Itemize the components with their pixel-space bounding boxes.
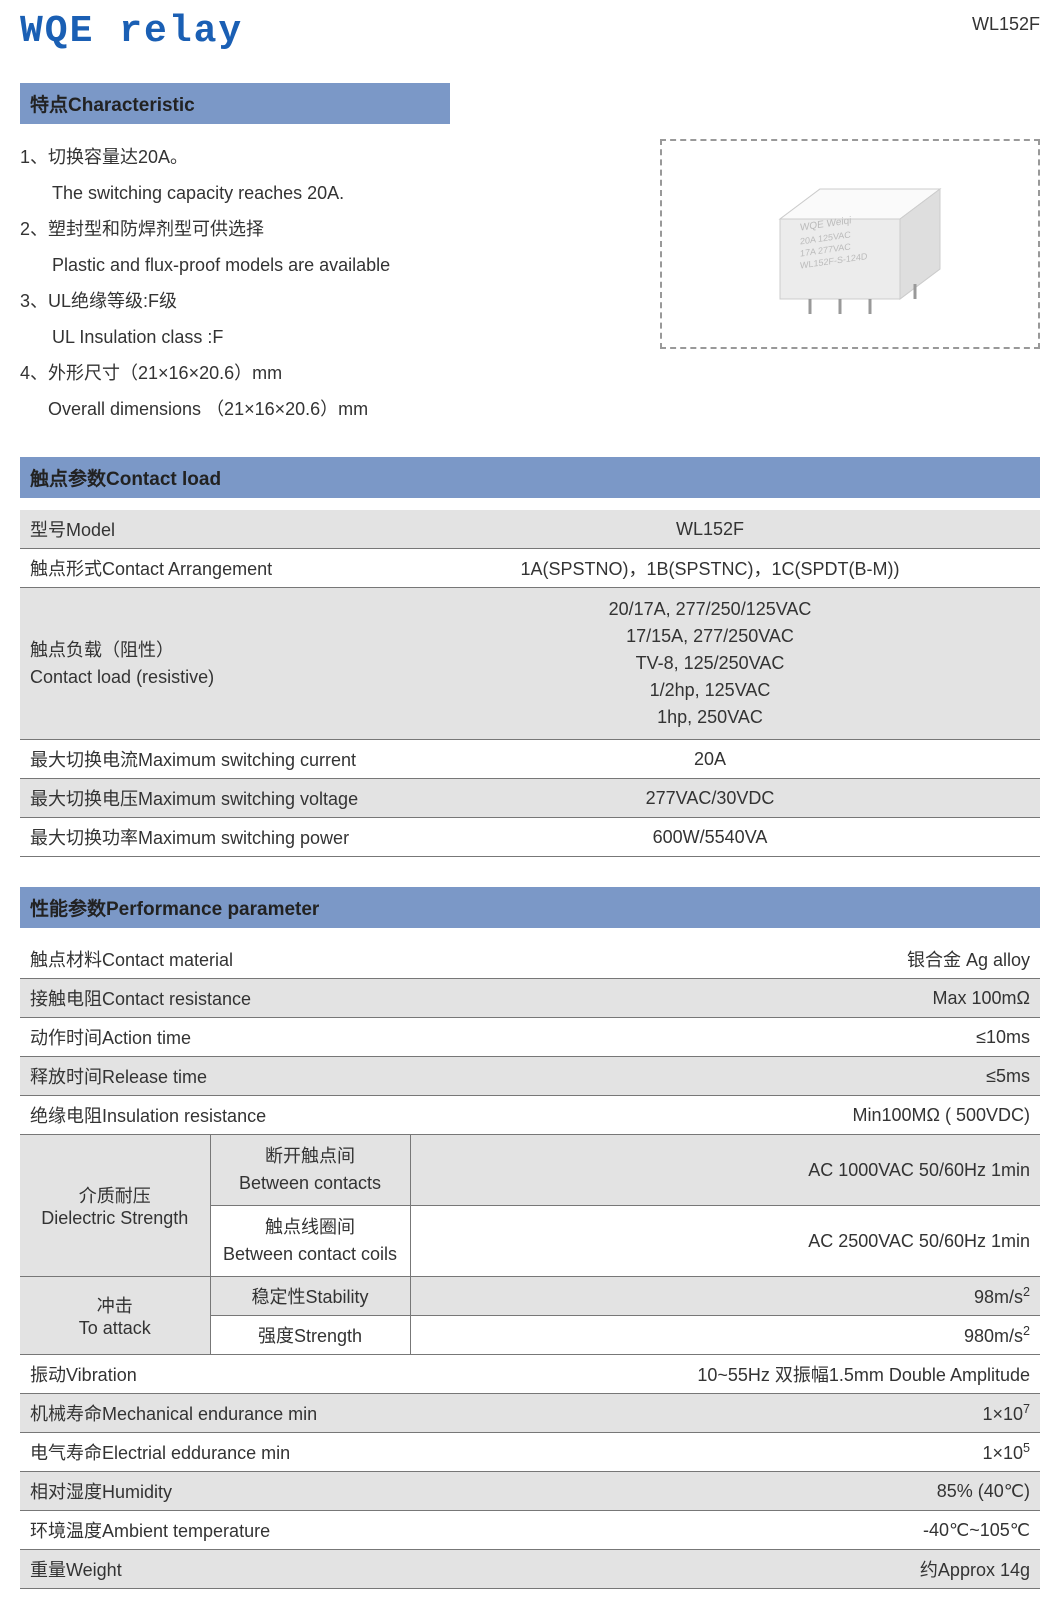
table-row: 释放时间Release time ≤5ms bbox=[20, 1057, 1040, 1096]
row-label: 最大切换电压Maximum switching voltage bbox=[20, 779, 380, 818]
row-value: AC 1000VAC 50/60Hz 1min bbox=[410, 1135, 1040, 1206]
table-row: 绝缘电阻Insulation resistance Min100MΩ ( 500… bbox=[20, 1096, 1040, 1135]
dielectric-label: 介质耐压Dielectric Strength bbox=[20, 1135, 210, 1277]
char-item-1-en: The switching capacity reaches 20A. bbox=[20, 175, 630, 211]
table-row: 接触电阻Contact resistance Max 100mΩ bbox=[20, 979, 1040, 1018]
relay-icon: WQE Weiqi 20A 125VAC 17A 277VAC WL152F-S… bbox=[740, 159, 960, 329]
attack-sub2: 强度Strength bbox=[210, 1316, 410, 1355]
char-item-3-en: UL Insulation class :F bbox=[20, 319, 630, 355]
row-value: Min100MΩ ( 500VDC) bbox=[410, 1096, 1040, 1135]
row-value: 85% (40℃) bbox=[410, 1472, 1040, 1511]
table-row: 最大切换电压Maximum switching voltage 277VAC/3… bbox=[20, 779, 1040, 818]
row-value: Max 100mΩ bbox=[410, 979, 1040, 1018]
performance-header: 性能参数Performance parameter bbox=[20, 887, 1040, 928]
char-item-3-zh: 3、UL绝缘等级:F级 bbox=[20, 283, 630, 319]
table-row: 最大切换电流Maximum switching current 20A bbox=[20, 740, 1040, 779]
table-row: 触点形式Contact Arrangement 1A(SPSTNO)，1B(SP… bbox=[20, 549, 1040, 588]
char-item-1-zh: 1、切换容量达20A。 bbox=[20, 139, 630, 175]
row-value: 10~55Hz 双振幅1.5mm Double Amplitude bbox=[410, 1355, 1040, 1394]
table-row: 环境温度Ambient temperature -40℃~105℃ bbox=[20, 1511, 1040, 1550]
row-value: 银合金 Ag alloy bbox=[410, 940, 1040, 979]
row-label: 接触电阻Contact resistance bbox=[20, 979, 410, 1018]
table-row: 触点材料Contact material 银合金 Ag alloy bbox=[20, 940, 1040, 979]
row-value: AC 2500VAC 50/60Hz 1min bbox=[410, 1206, 1040, 1277]
row-label: 型号Model bbox=[20, 510, 380, 549]
table-row: 机械寿命Mechanical endurance min 1×107 bbox=[20, 1394, 1040, 1433]
table-row: 相对湿度Humidity 85% (40℃) bbox=[20, 1472, 1040, 1511]
characteristic-header: 特点Characteristic bbox=[20, 83, 450, 124]
brand-logo: WQE relay bbox=[20, 10, 243, 53]
table-row: 振动Vibration 10~55Hz 双振幅1.5mm Double Ampl… bbox=[20, 1355, 1040, 1394]
table-row: 重量Weight 约Approx 14g bbox=[20, 1550, 1040, 1589]
row-label: 触点形式Contact Arrangement bbox=[20, 549, 380, 588]
row-label: 绝缘电阻Insulation resistance bbox=[20, 1096, 410, 1135]
row-value: WL152F bbox=[380, 510, 1040, 549]
row-value: 20/17A, 277/250/125VAC17/15A, 277/250VAC… bbox=[380, 588, 1040, 740]
row-label: 机械寿命Mechanical endurance min bbox=[20, 1394, 410, 1433]
table-row: 动作时间Action time ≤10ms bbox=[20, 1018, 1040, 1057]
row-value: 98m/s2 bbox=[410, 1277, 1040, 1316]
row-label: 触点负载（阻性）Contact load (resistive) bbox=[20, 588, 380, 740]
row-label: 振动Vibration bbox=[20, 1355, 410, 1394]
dielectric-sub2: 触点线圈间Between contact coils bbox=[210, 1206, 410, 1277]
row-value: -40℃~105℃ bbox=[410, 1511, 1040, 1550]
dielectric-sub1: 断开触点间Between contacts bbox=[210, 1135, 410, 1206]
row-value: 1A(SPSTNO)，1B(SPSTNC)，1C(SPDT(B-M)) bbox=[380, 549, 1040, 588]
row-value: ≤5ms bbox=[410, 1057, 1040, 1096]
row-label: 最大切换功率Maximum switching power bbox=[20, 818, 380, 857]
row-value: 约Approx 14g bbox=[410, 1550, 1040, 1589]
table-row: 型号Model WL152F bbox=[20, 510, 1040, 549]
table-row: 介质耐压Dielectric Strength 断开触点间Between con… bbox=[20, 1135, 1040, 1206]
row-value: 1×107 bbox=[410, 1394, 1040, 1433]
row-label: 释放时间Release time bbox=[20, 1057, 410, 1096]
table-row: 冲击To attack 稳定性Stability 98m/s2 bbox=[20, 1277, 1040, 1316]
table-row: 最大切换功率Maximum switching power 600W/5540V… bbox=[20, 818, 1040, 857]
row-value: 20A bbox=[380, 740, 1040, 779]
product-image: WQE Weiqi 20A 125VAC 17A 277VAC WL152F-S… bbox=[660, 139, 1040, 349]
row-label: 重量Weight bbox=[20, 1550, 410, 1589]
row-label: 电气寿命Electrial eddurance min bbox=[20, 1433, 410, 1472]
row-value: 600W/5540VA bbox=[380, 818, 1040, 857]
char-item-4-zh: 4、外形尺寸（21×16×20.6）mm bbox=[20, 355, 630, 391]
row-label: 环境温度Ambient temperature bbox=[20, 1511, 410, 1550]
contact-load-header: 触点参数Contact load bbox=[20, 457, 1040, 498]
performance-table: 触点材料Contact material 银合金 Ag alloy 接触电阻Co… bbox=[20, 940, 1040, 1589]
table-row: 电气寿命Electrial eddurance min 1×105 bbox=[20, 1433, 1040, 1472]
row-value: 980m/s2 bbox=[410, 1316, 1040, 1355]
characteristic-list: 1、切换容量达20A。 The switching capacity reach… bbox=[20, 139, 630, 427]
row-value: ≤10ms bbox=[410, 1018, 1040, 1057]
char-item-4-en: Overall dimensions （21×16×20.6）mm bbox=[20, 391, 630, 427]
attack-sub1: 稳定性Stability bbox=[210, 1277, 410, 1316]
contact-load-table: 型号Model WL152F 触点形式Contact Arrangement 1… bbox=[20, 510, 1040, 857]
row-label: 触点材料Contact material bbox=[20, 940, 410, 979]
row-label: 动作时间Action time bbox=[20, 1018, 410, 1057]
char-item-2-zh: 2、塑封型和防焊剂型可供选择 bbox=[20, 211, 630, 247]
model-code: WL152F bbox=[972, 14, 1040, 35]
table-row: 触点负载（阻性）Contact load (resistive) 20/17A,… bbox=[20, 588, 1040, 740]
row-value: 277VAC/30VDC bbox=[380, 779, 1040, 818]
char-item-2-en: Plastic and flux-proof models are availa… bbox=[20, 247, 630, 283]
row-label: 相对湿度Humidity bbox=[20, 1472, 410, 1511]
row-label: 最大切换电流Maximum switching current bbox=[20, 740, 380, 779]
row-value: 1×105 bbox=[410, 1433, 1040, 1472]
attack-label: 冲击To attack bbox=[20, 1277, 210, 1355]
